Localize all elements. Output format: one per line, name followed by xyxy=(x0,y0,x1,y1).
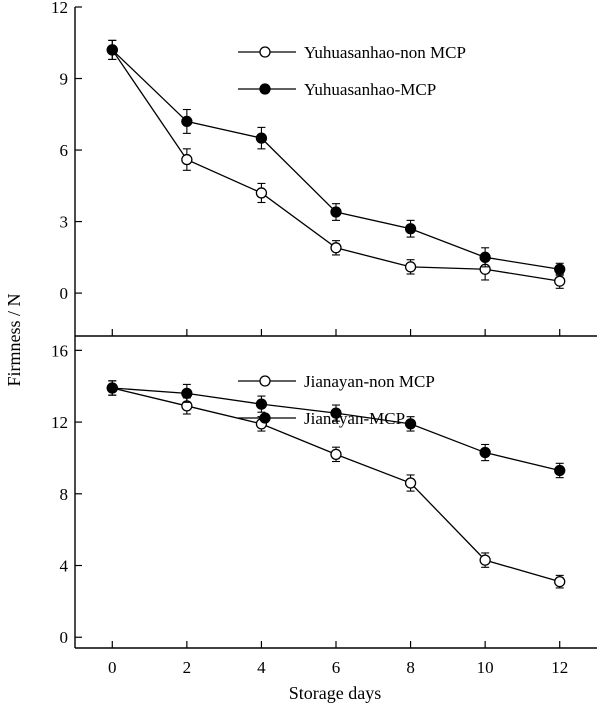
x-tick-label: 8 xyxy=(406,658,415,677)
y-tick-label: 0 xyxy=(60,284,69,303)
data-point xyxy=(106,382,118,394)
x-tick-label: 10 xyxy=(477,658,494,677)
x-axis-title: Storage days xyxy=(289,683,381,703)
data-point xyxy=(554,464,566,477)
legend-entry: Yuhuasanhao-non MCP xyxy=(304,43,466,62)
data-point xyxy=(404,261,417,273)
data-point xyxy=(479,554,491,566)
y-tick-label: 12 xyxy=(51,0,68,17)
data-point xyxy=(554,576,566,588)
x-tick-label: 12 xyxy=(551,658,568,677)
legend-entry: Yuhuasanhao-MCP xyxy=(304,80,436,99)
y-tick-label: 3 xyxy=(60,213,69,232)
data-point xyxy=(479,251,491,263)
data-point xyxy=(255,132,268,144)
data-point xyxy=(330,206,342,218)
legend-marker xyxy=(259,412,271,424)
x-tick-label: 2 xyxy=(183,658,192,677)
data-point xyxy=(255,187,268,199)
data-point xyxy=(181,153,193,166)
data-point xyxy=(255,398,268,410)
y-tick-label: 8 xyxy=(60,485,69,504)
data-point xyxy=(554,275,566,287)
data-point xyxy=(404,223,417,235)
x-tick-label: 4 xyxy=(257,658,266,677)
data-point xyxy=(404,418,417,430)
legend-entry: Jianayan-MCP xyxy=(304,409,405,428)
data-point xyxy=(330,448,342,460)
y-tick-label: 0 xyxy=(60,628,69,647)
data-point xyxy=(404,477,417,489)
legend-entry: Jianayan-non MCP xyxy=(304,372,435,391)
y-tick-label: 6 xyxy=(60,141,69,160)
data-point xyxy=(330,242,342,254)
legend-marker xyxy=(259,83,271,95)
legend-marker xyxy=(259,375,271,387)
data-point xyxy=(554,263,566,275)
y-axis-title: Firmness / N xyxy=(4,293,24,386)
y-tick-label: 12 xyxy=(51,413,68,432)
data-point xyxy=(106,44,118,56)
data-point xyxy=(181,115,193,128)
y-tick-label: 4 xyxy=(60,557,69,576)
data-point xyxy=(479,446,491,459)
y-tick-label: 16 xyxy=(51,341,68,360)
legend-marker xyxy=(259,46,271,58)
x-tick-label: 0 xyxy=(108,658,117,677)
y-tick-label: 9 xyxy=(60,70,69,89)
x-tick-label: 6 xyxy=(332,658,341,677)
data-point xyxy=(330,407,342,419)
data-point xyxy=(181,387,193,400)
